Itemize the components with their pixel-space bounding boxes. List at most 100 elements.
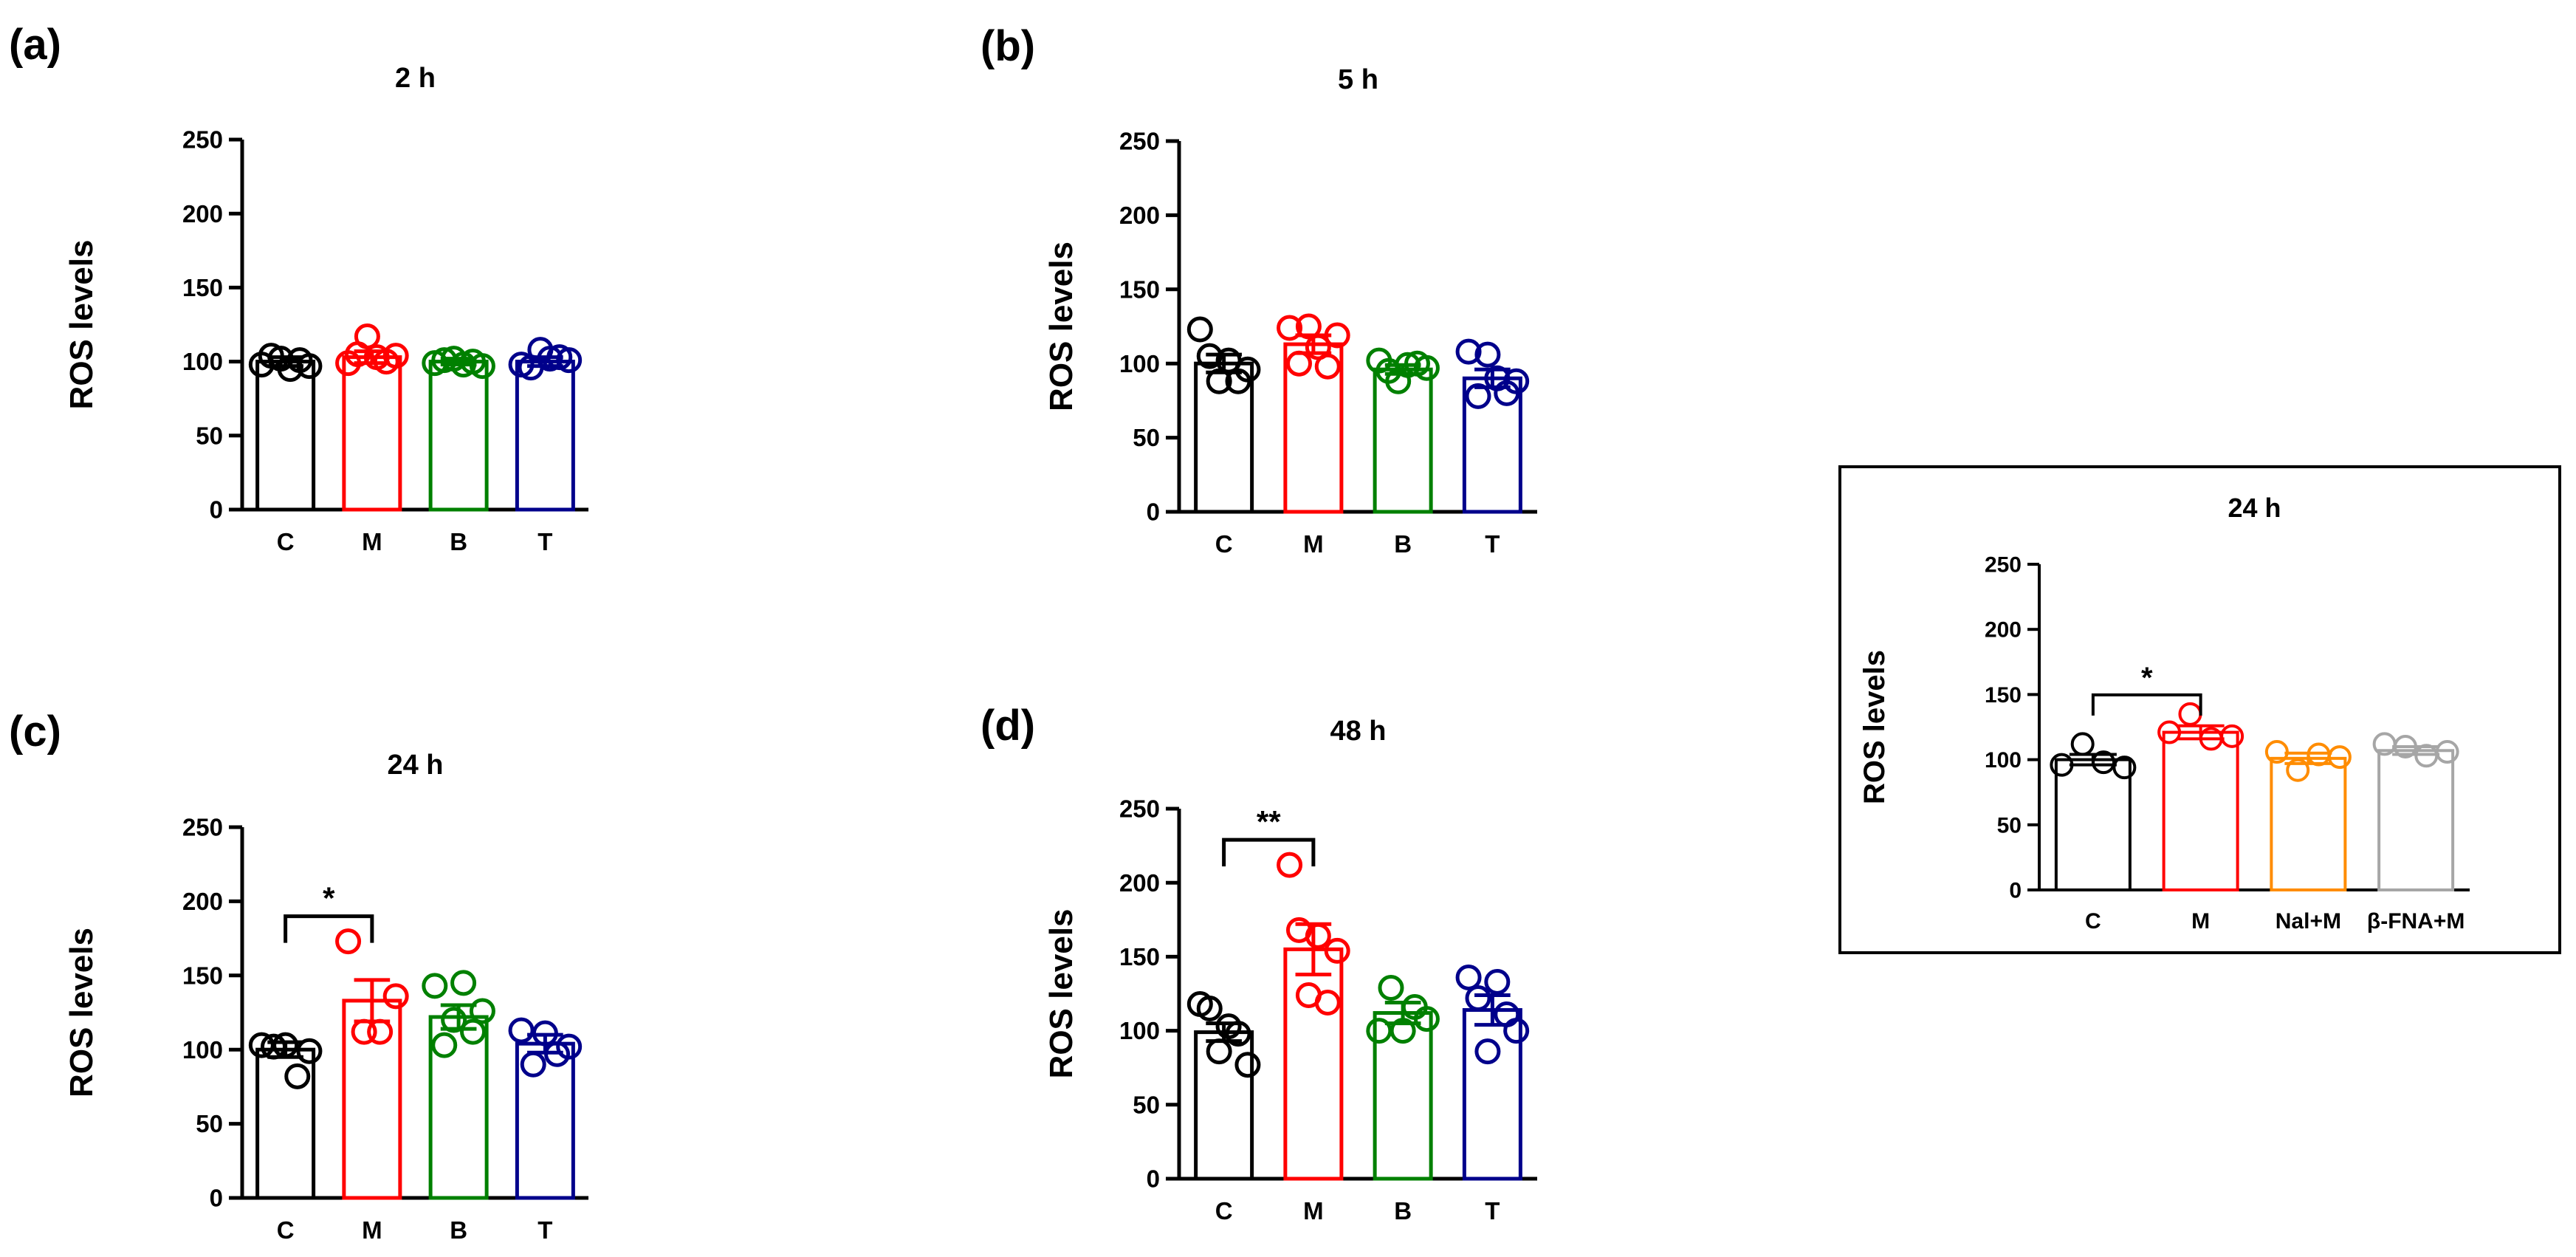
data-point <box>272 1032 299 1058</box>
data-point <box>431 347 458 374</box>
y-tick-label: 0 <box>210 1185 223 1212</box>
y-tick-label: 150 <box>1985 683 2022 708</box>
x-tick-label: B <box>1394 530 1412 558</box>
x-tick-label: M <box>362 1216 382 1244</box>
data-point <box>1314 353 1341 380</box>
data-point <box>1455 964 1482 990</box>
significance-label: * <box>2141 662 2153 694</box>
data-point <box>1324 322 1350 349</box>
x-tick-label: M <box>2191 909 2210 934</box>
x-tick-label: T <box>537 1216 552 1244</box>
data-point <box>2286 758 2310 782</box>
data-point <box>1474 1038 1501 1065</box>
y-tick-label: 200 <box>1119 202 1160 229</box>
data-point <box>351 1018 377 1045</box>
bar <box>2377 749 2455 892</box>
data-point <box>508 1017 535 1044</box>
y-tick-label: 200 <box>1119 869 1160 897</box>
panel-label: (a) <box>9 21 61 69</box>
data-point <box>1395 352 1421 378</box>
y-axis-label: ROS levels <box>63 928 100 1097</box>
panel-label: (b) <box>980 22 1035 70</box>
y-axis-label: ROS levels <box>1043 242 1079 411</box>
data-point <box>1285 350 1312 377</box>
y-tick-label: 50 <box>196 422 223 449</box>
bar <box>2054 758 2132 891</box>
y-tick-label: 250 <box>182 814 223 841</box>
data-point <box>431 1032 458 1058</box>
data-point <box>2307 742 2331 767</box>
data-point <box>1295 313 1322 340</box>
bar <box>428 360 489 512</box>
y-tick-label: 100 <box>1119 1017 1160 1044</box>
data-point <box>556 1033 583 1060</box>
x-tick-label: C <box>277 1216 295 1244</box>
x-tick-label: M <box>1303 530 1324 558</box>
y-tick-label: 250 <box>1119 795 1160 823</box>
data-point <box>2112 756 2137 780</box>
y-tick-label: 250 <box>182 126 223 154</box>
data-point <box>2393 734 2417 758</box>
y-tick-label: 200 <box>1985 618 2022 643</box>
data-point <box>520 1051 546 1078</box>
data-point <box>1484 968 1511 995</box>
data-point <box>441 1007 467 1033</box>
y-tick-label: 250 <box>1985 553 2022 578</box>
x-tick-label: M <box>1303 1197 1324 1225</box>
significance-bracket <box>2091 693 2202 716</box>
y-tick-label: 0 <box>1147 1165 1160 1193</box>
panel-label: (c) <box>9 708 61 756</box>
x-tick-label: C <box>1215 1197 1233 1225</box>
y-tick-label: 150 <box>1119 275 1160 303</box>
y-axis-label: ROS levels <box>1858 650 1891 804</box>
data-point <box>537 346 563 372</box>
data-point <box>1234 1052 1261 1078</box>
x-tick-label: β-FNA+M <box>2367 909 2465 934</box>
y-tick-label: 50 <box>1997 813 2022 838</box>
data-point <box>1225 1021 1251 1047</box>
data-point <box>284 1063 311 1089</box>
data-point <box>2050 753 2074 777</box>
inset-frame <box>1838 465 2561 954</box>
data-point <box>2092 750 2116 775</box>
chart-title: 24 h <box>387 750 443 781</box>
bar <box>255 360 316 512</box>
chart-title: 24 h <box>2228 493 2281 523</box>
chart-d: (d) 48 h ROS levels 0 50 100 150 200 250 C M B T ** <box>980 702 1537 1225</box>
y-tick-label: 200 <box>182 888 223 915</box>
data-point <box>354 323 380 350</box>
data-point <box>2070 732 2095 756</box>
data-point <box>1366 1018 1392 1044</box>
data-point <box>1206 1038 1232 1065</box>
data-point <box>367 1018 394 1045</box>
x-tick-label: C <box>1215 530 1233 558</box>
data-point <box>1314 990 1341 1016</box>
y-tick-label: 50 <box>1133 1091 1160 1118</box>
data-point <box>1465 383 1491 409</box>
data-point <box>1234 356 1261 383</box>
x-tick-label: T <box>537 528 552 555</box>
data-point <box>1390 1018 1416 1044</box>
data-point <box>2264 740 2289 764</box>
bar <box>2162 730 2239 892</box>
data-point <box>460 1018 487 1045</box>
y-tick-label: 50 <box>1133 424 1160 451</box>
data-point <box>1206 368 1232 394</box>
data-point <box>2327 745 2352 770</box>
bar <box>342 355 402 512</box>
x-tick-label: B <box>450 1216 467 1244</box>
y-tick-label: 0 <box>2009 879 2022 903</box>
data-point <box>469 998 495 1024</box>
significance-label: ** <box>1257 804 1281 839</box>
data-point <box>2157 720 2182 744</box>
data-point <box>335 928 362 955</box>
data-point <box>296 1038 323 1064</box>
y-tick-label: 100 <box>1119 350 1160 377</box>
y-axis-label: ROS levels <box>1043 909 1079 1079</box>
y-tick-label: 0 <box>1147 499 1160 526</box>
chart-inset: 24 h ROS levels 0 50 100 150 200 250 C M Nal+M β-FN… <box>1858 493 2470 934</box>
data-point <box>422 973 448 999</box>
y-tick-label: 200 <box>182 200 223 227</box>
significance-bracket <box>284 914 374 943</box>
